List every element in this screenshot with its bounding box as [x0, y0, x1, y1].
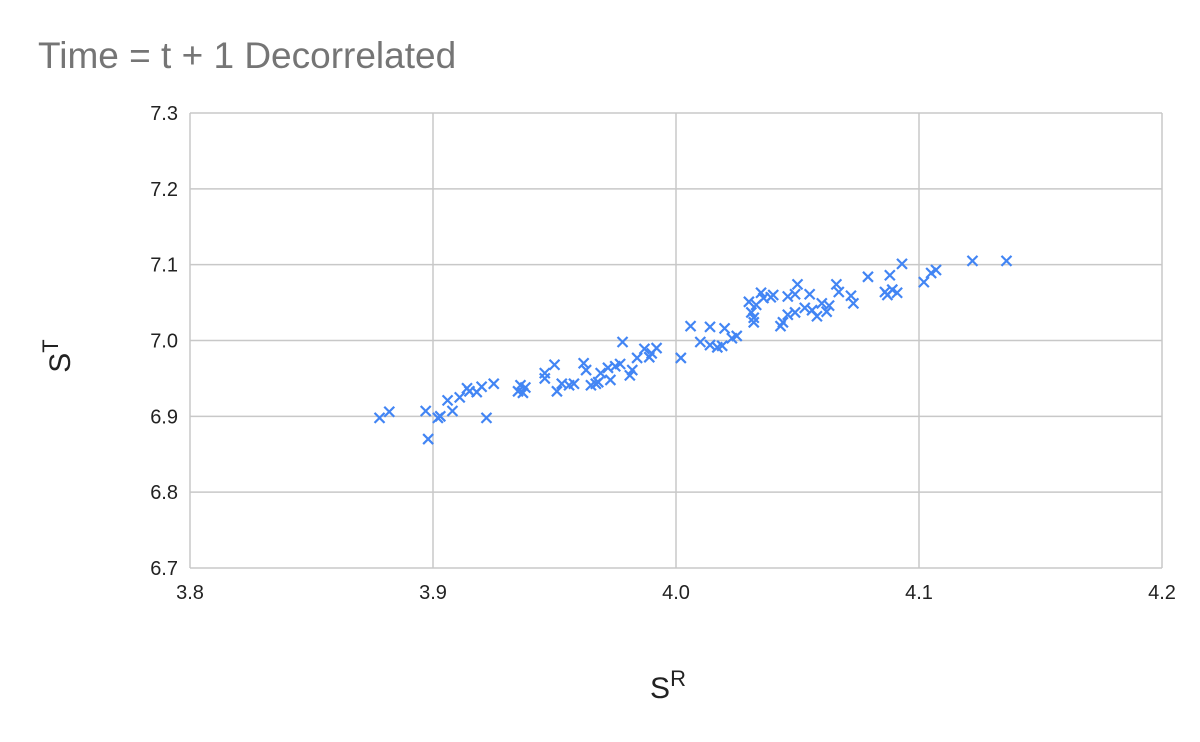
x-axis-label-sup: R	[670, 666, 686, 691]
point	[594, 367, 607, 379]
y-axis-label-main: S	[44, 353, 77, 373]
point	[718, 322, 731, 335]
point	[675, 352, 687, 364]
x-axis-label: SR	[650, 666, 686, 705]
point	[650, 342, 663, 354]
y-axis-label: ST	[38, 339, 77, 372]
x-tick-label: 4.0	[662, 582, 690, 604]
point	[1000, 255, 1013, 267]
point	[704, 321, 716, 333]
point	[789, 288, 801, 301]
point	[891, 286, 903, 299]
point	[626, 364, 639, 376]
point	[816, 297, 828, 310]
chart-title: Time = t + 1 Decorrelated	[38, 35, 456, 76]
point	[777, 316, 789, 329]
point	[604, 374, 617, 386]
point	[789, 306, 801, 319]
point	[845, 289, 857, 302]
point	[799, 302, 811, 314]
point	[782, 308, 794, 321]
point	[434, 410, 447, 423]
point	[743, 296, 755, 308]
y-tick-label: 6.7	[150, 558, 178, 580]
point	[580, 364, 592, 376]
y-axis-label-sup: T	[38, 339, 63, 352]
point	[730, 330, 743, 342]
point	[767, 289, 779, 301]
point	[616, 336, 629, 348]
point	[833, 286, 845, 298]
point	[548, 358, 561, 371]
y-tick-label: 7.1	[150, 255, 178, 277]
y-tick-label: 7.3	[150, 103, 178, 125]
point	[747, 311, 760, 324]
point	[373, 412, 386, 424]
point	[803, 288, 816, 301]
point	[614, 358, 626, 370]
x-tick-label: 4.1	[905, 582, 933, 604]
point	[487, 377, 500, 390]
point	[847, 297, 860, 310]
point	[419, 405, 432, 417]
point	[383, 406, 396, 418]
point	[519, 381, 532, 394]
y-tick-label: 6.8	[150, 482, 178, 504]
point	[475, 380, 488, 393]
point	[966, 255, 979, 267]
x-tick-label: 4.2	[1148, 582, 1176, 604]
point	[811, 310, 823, 323]
point	[441, 394, 454, 407]
x-tick-label: 3.8	[176, 582, 204, 604]
point	[896, 258, 908, 270]
point	[422, 433, 434, 445]
point	[830, 278, 843, 291]
point	[638, 343, 651, 355]
point	[631, 352, 643, 364]
x-tick-label: 3.9	[419, 582, 447, 604]
point	[480, 412, 493, 424]
point	[568, 377, 580, 390]
point	[539, 367, 551, 379]
point	[446, 405, 459, 417]
y-tick-label: 7.2	[150, 179, 178, 201]
point	[862, 271, 874, 283]
point	[716, 340, 728, 352]
point	[747, 316, 760, 329]
x-axis-label-main: S	[650, 672, 670, 705]
y-tick-label: 7.0	[150, 331, 178, 353]
point	[918, 276, 930, 288]
point	[551, 385, 563, 398]
y-tick-label: 6.9	[150, 406, 178, 428]
point	[694, 336, 707, 348]
point	[782, 290, 794, 303]
point	[930, 264, 942, 276]
point	[577, 357, 590, 370]
point	[592, 376, 605, 388]
point	[820, 305, 833, 318]
point	[823, 299, 835, 312]
point	[884, 269, 896, 282]
point	[704, 339, 716, 351]
point	[684, 320, 697, 332]
point	[453, 391, 466, 404]
point	[539, 372, 551, 385]
point	[791, 278, 804, 291]
